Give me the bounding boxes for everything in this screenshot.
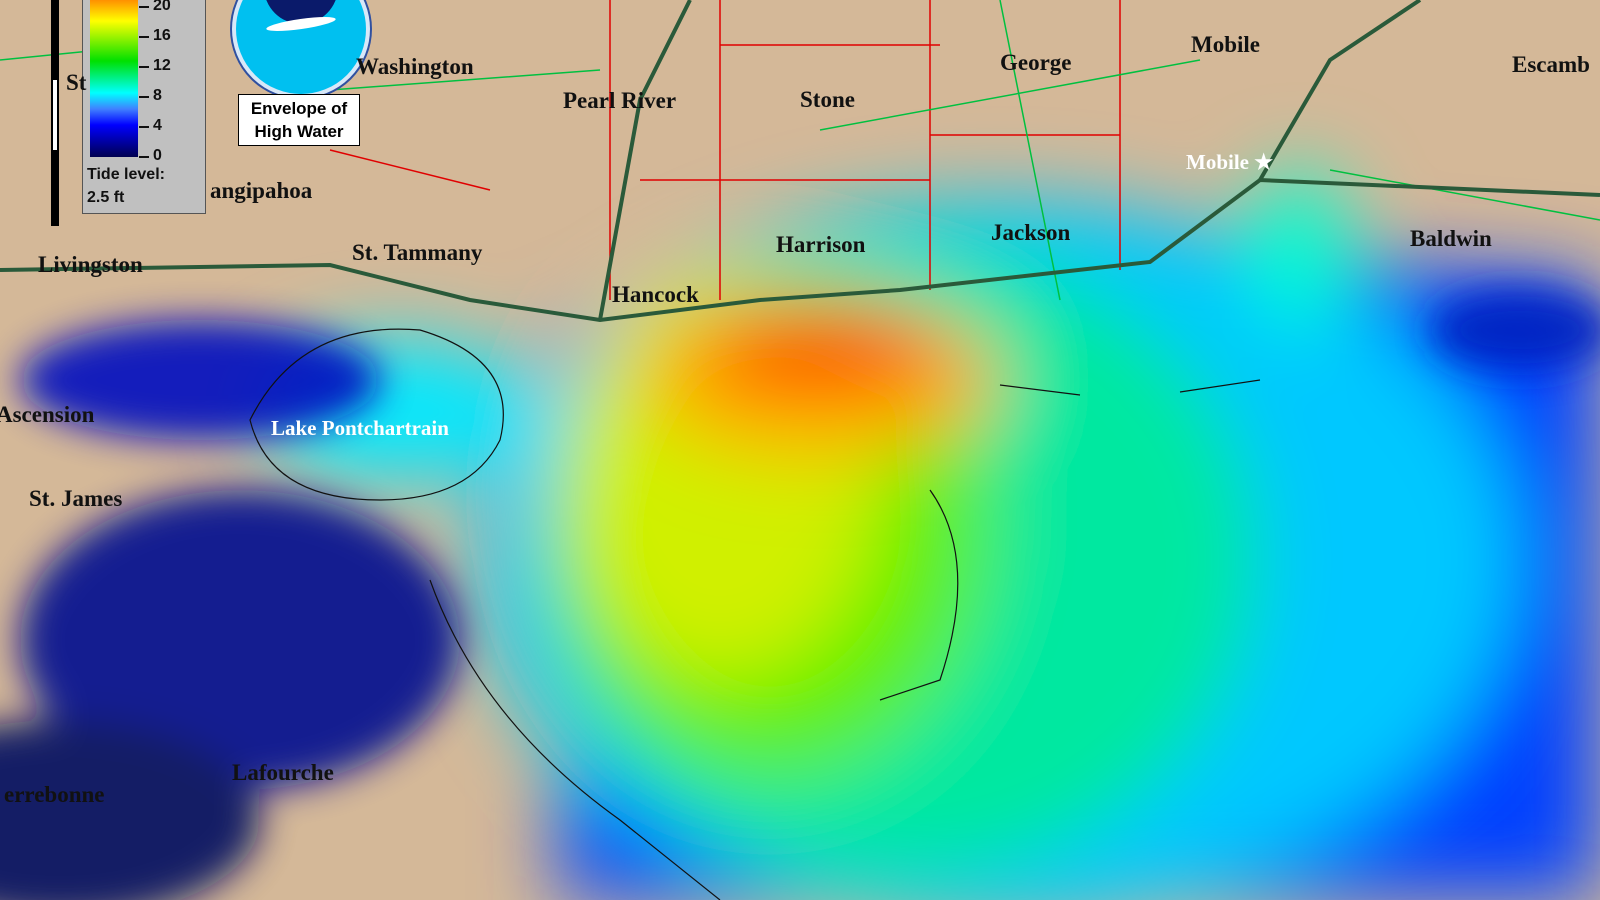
map-title-line2: High Water [254,122,344,141]
legend-tick: 20 [139,0,171,15]
place-label: Harrison [776,232,866,257]
legend-tick: 16 [139,27,171,45]
place-label: Ascension [0,402,95,427]
place-label: Jackson [991,220,1071,245]
surge-legend: 20 16 12 8 4 0 Tide level: 2.5 ft [82,0,206,214]
legend-tick: 4 [139,117,162,135]
place-label: Lafourche [232,760,334,785]
place-label: Pearl River [563,88,677,113]
place-label: errebonne [4,782,105,807]
place-label: St. Tammany [352,240,483,265]
interstates [0,0,1600,323]
legend-tick: 8 [139,87,162,105]
place-label: St [66,70,87,95]
place-label: Mobile [1191,32,1260,57]
place-label: St. James [29,486,123,511]
place-label: Hancock [612,282,699,307]
place-label: Escamb [1512,52,1590,77]
place-label: George [1000,50,1072,75]
legend-tick: 0 [139,147,162,165]
map-title-line1: Envelope of [250,99,348,118]
tide-label: Tide level: [87,166,165,183]
county-borders [329,0,1121,300]
legend-tick: 12 [139,57,171,75]
place-label: Livingston [38,252,143,277]
map-title-box: Envelope of High Water [238,94,360,146]
tide-value: 2.5 ft [87,189,125,206]
city-label-mobile: Mobile ★ [1186,150,1274,174]
place-label: Stone [800,87,855,112]
tide-level: Tide level: 2.5 ft [87,163,165,209]
coastline [249,328,1261,900]
place-label: Washington [356,54,474,79]
place-label: Baldwin [1410,226,1492,251]
place-label: angipahoa [210,178,313,203]
color-scale-bar [90,0,138,157]
scale-bar [51,0,59,226]
lake-label: Lake Pontchartrain [271,416,449,440]
